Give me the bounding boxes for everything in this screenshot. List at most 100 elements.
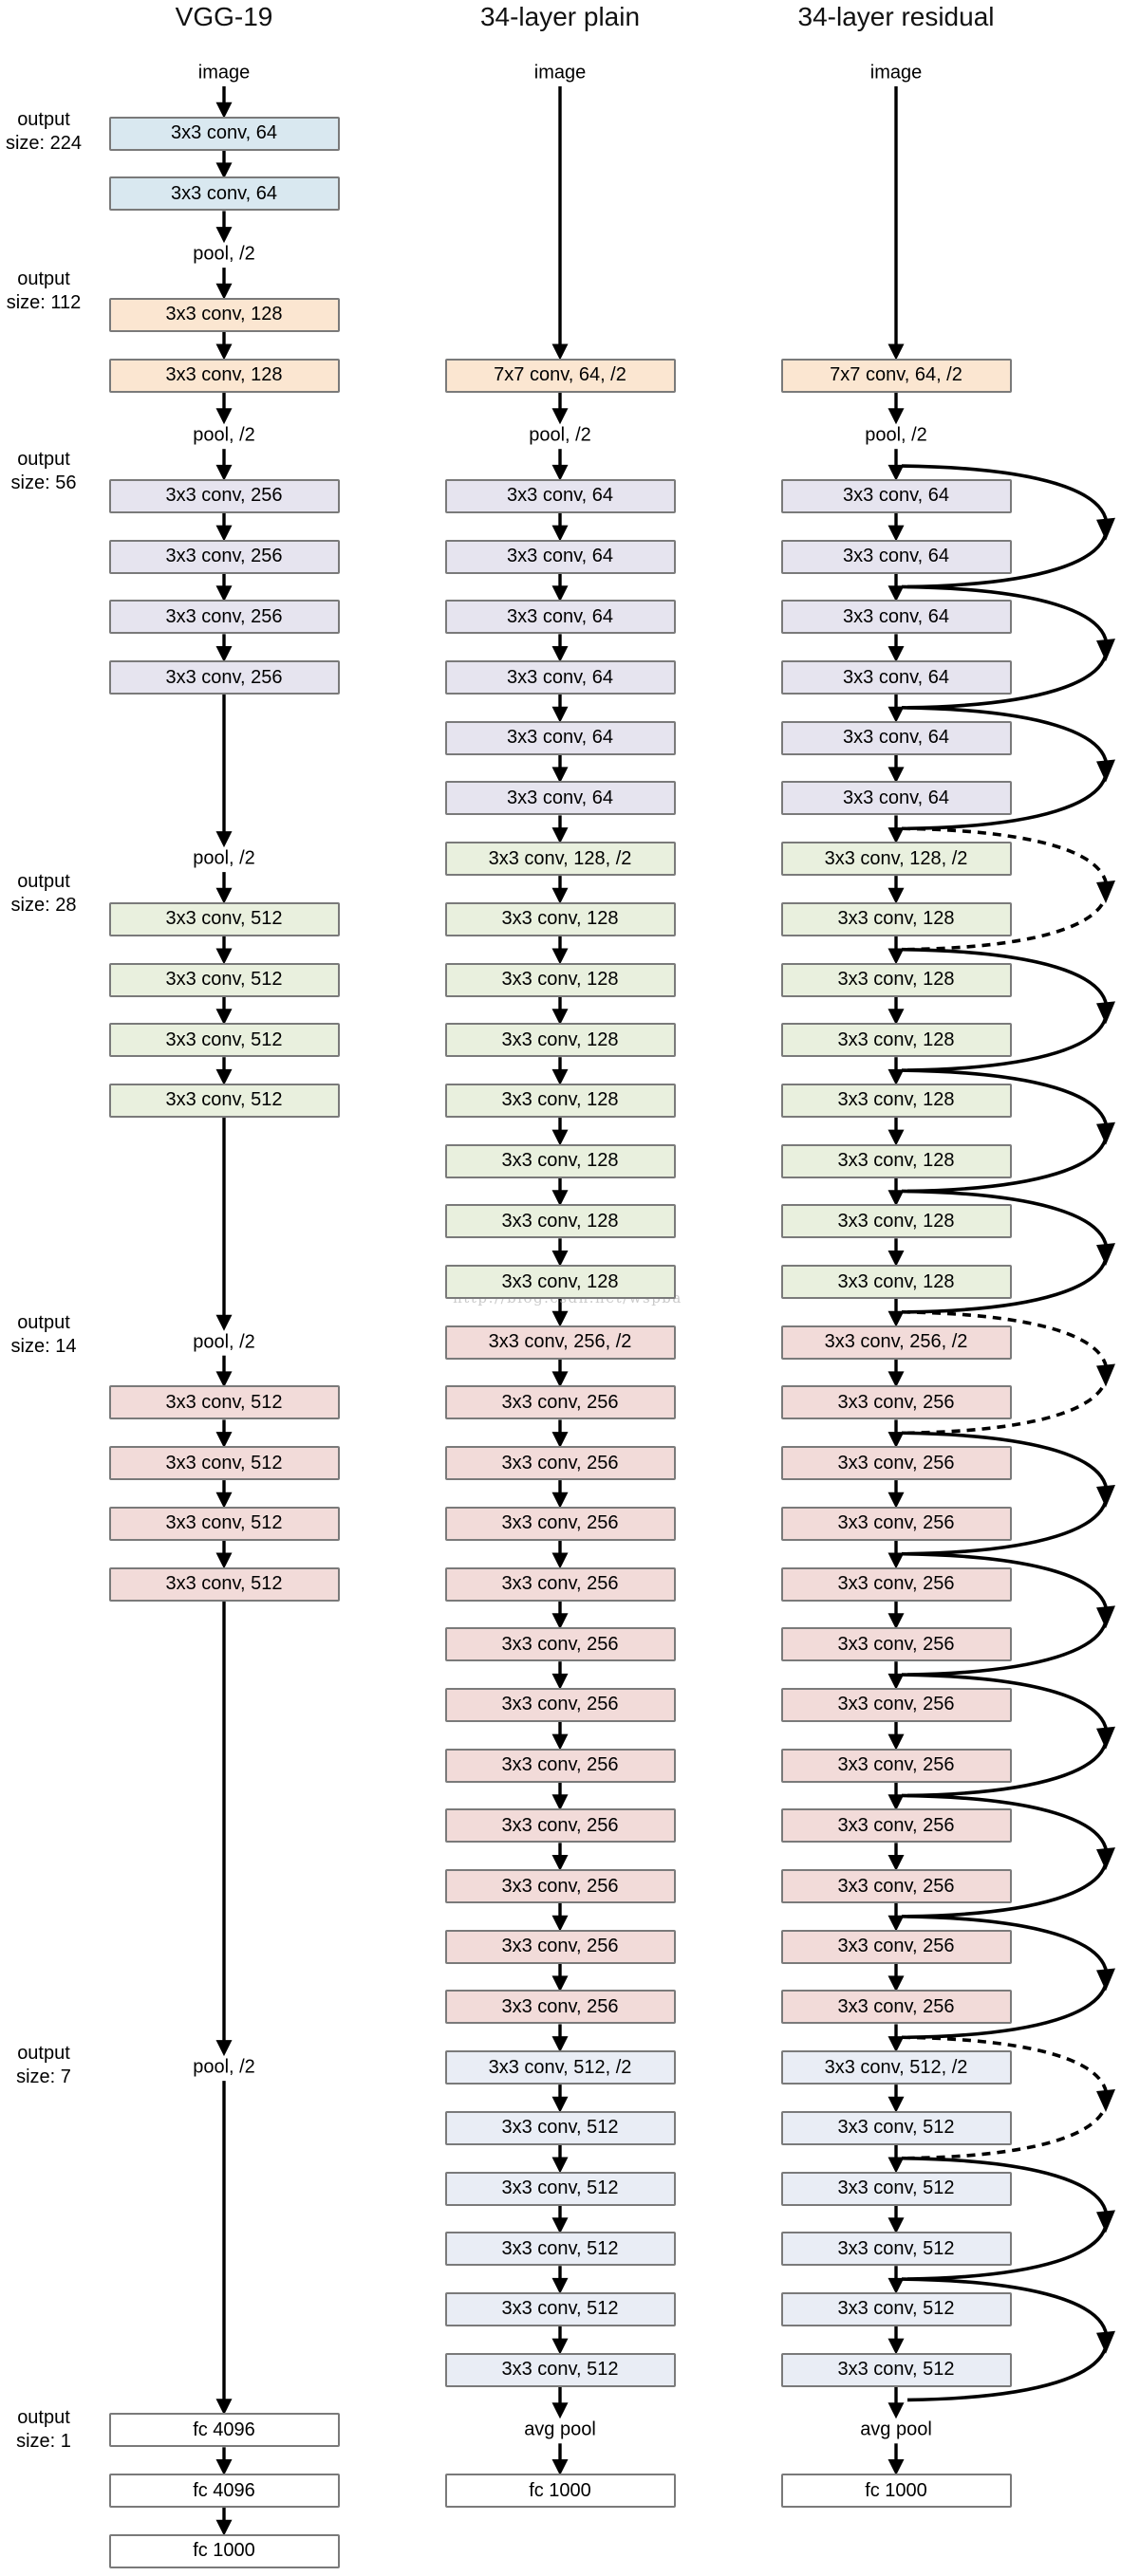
conv-layer-box: 3x3 conv, 512	[444, 2110, 676, 2145]
flow-arrowhead	[887, 2459, 905, 2475]
conv-layer-box: 3x3 conv, 128	[444, 1023, 676, 1058]
flow-arrowhead	[887, 1794, 905, 1811]
conv-layer-box: 3x3 conv, 512	[444, 2352, 676, 2387]
flow-arrowhead	[887, 1673, 905, 1690]
conv-layer-box: 3x3 conv, 256	[108, 660, 340, 695]
flow-arrowhead	[215, 2399, 233, 2416]
flow-arrowhead	[551, 2217, 569, 2234]
flow-arrowhead	[551, 408, 569, 425]
flow-arrowhead	[215, 646, 233, 662]
flow-arrowhead	[551, 1492, 569, 1509]
flow-arrowhead	[887, 948, 905, 965]
output-size-label: output size: 14	[10, 1312, 77, 1357]
flow-arrowhead	[551, 1432, 569, 1449]
fc-layer-box: fc 4096	[108, 2474, 340, 2508]
image-input-label: image	[197, 62, 251, 83]
conv-layer-box: 3x3 conv, 256	[444, 1627, 676, 1662]
flow-arrowhead	[551, 1613, 569, 1630]
flow-arrowhead	[887, 1371, 905, 1388]
flow-arrowhead	[887, 827, 905, 844]
flow-arrowhead	[551, 1371, 569, 1388]
conv-layer-box: 3x3 conv, 256	[780, 1869, 1012, 1903]
conv-layer-box: 3x3 conv, 128	[444, 1265, 676, 1299]
conv-layer-box: 3x3 conv, 128	[108, 358, 340, 393]
conv-layer-box: 3x3 conv, 256	[780, 1990, 1012, 2025]
flow-arrowhead	[551, 706, 569, 723]
output-size-label: output size: 7	[16, 2043, 71, 2087]
conv-layer-box: 3x3 conv, 512, /2	[780, 2050, 1012, 2085]
flow-arrowhead	[887, 767, 905, 784]
flow-arrowhead	[887, 2277, 905, 2294]
pool-label: pool, /2	[193, 1331, 255, 1353]
conv-layer-box: 3x3 conv, 512	[108, 1446, 340, 1481]
conv-layer-box: 3x3 conv, 64	[780, 781, 1012, 816]
pool-label: pool, /2	[529, 424, 591, 446]
conv-layer-box: 3x3 conv, 512	[108, 1385, 340, 1420]
flow-arrowhead	[887, 2217, 905, 2234]
flow-arrowhead	[551, 525, 569, 542]
flow-arrowhead	[887, 1251, 905, 1267]
flow-arrowhead	[551, 948, 569, 965]
conv-layer-box: 3x3 conv, 64	[444, 720, 676, 755]
flow-arrowhead	[551, 2459, 569, 2475]
pool-label: pool, /2	[193, 243, 255, 265]
conv-layer-box: 3x3 conv, 128	[444, 901, 676, 936]
conv-layer-box: 3x3 conv, 64	[108, 116, 340, 151]
flow-arrowhead	[215, 1314, 233, 1331]
conv-layer-box: 3x3 conv, 128	[444, 1204, 676, 1239]
flow-arrowhead	[215, 102, 233, 119]
skip-arc-arrowhead	[1096, 2088, 1115, 2112]
conv-layer-box: 3x3 conv, 256	[444, 1808, 676, 1844]
conv-layer-box: 3x3 conv, 64	[444, 660, 676, 695]
skip-arc-arrowhead	[1096, 517, 1115, 541]
conv-layer-box: 3x3 conv, 128	[108, 297, 340, 332]
output-size-label: output size: 1	[16, 2407, 71, 2452]
skip-arc-arrowhead	[1096, 1243, 1115, 1267]
conv-layer-box: 3x3 conv, 128	[780, 1204, 1012, 1239]
conv-layer-box: 3x3 conv, 512	[780, 2352, 1012, 2387]
flow-arrowhead	[551, 2402, 569, 2419]
flow-arrowhead	[887, 464, 905, 481]
skip-arc-arrowhead	[1096, 2330, 1115, 2354]
column-title-residual: 34-layer residual	[797, 2, 995, 31]
conv-layer-box: 3x3 conv, 64	[780, 660, 1012, 695]
conv-layer-box: 3x3 conv, 256	[444, 1869, 676, 1903]
flow-arrowhead	[887, 1310, 905, 1327]
output-size-label: output size: 28	[10, 871, 77, 916]
conv-layer-box: 3x3 conv, 128	[780, 1143, 1012, 1178]
skip-arc-arrowhead	[1096, 1121, 1115, 1145]
flow-arrowhead	[215, 1492, 233, 1509]
conv-layer-box: 3x3 conv, 128	[780, 1083, 1012, 1118]
conv-layer-box: 3x3 conv, 256	[444, 1566, 676, 1602]
conv-layer-box: 3x3 conv, 512	[780, 2291, 1012, 2326]
skip-arc-arrowhead	[1096, 1847, 1115, 1871]
flow-arrowhead	[215, 2519, 233, 2536]
conv-layer-box: 3x3 conv, 256	[780, 1687, 1012, 1722]
conv-layer-box: 3x3 conv, 256	[444, 1687, 676, 1722]
conv-layer-box: 3x3 conv, 256	[780, 1627, 1012, 1662]
skip-arc-arrowhead	[1096, 1605, 1115, 1629]
conv-layer-box: 3x3 conv, 512	[780, 2232, 1012, 2267]
flow-arrowhead	[215, 948, 233, 965]
flow-arrowhead	[551, 1915, 569, 1932]
conv-layer-box: 3x3 conv, 512	[108, 962, 340, 997]
image-input-label: image	[533, 62, 587, 83]
conv-layer-box: 3x3 conv, 128	[780, 1023, 1012, 1058]
conv-layer-box: 3x3 conv, 256, /2	[780, 1325, 1012, 1360]
conv-layer-box: 3x3 conv, 256	[108, 539, 340, 574]
pool-label: pool, /2	[865, 424, 927, 446]
flow-arrowhead	[551, 2338, 569, 2355]
flow-arrowhead	[551, 464, 569, 481]
flow-arrowhead	[887, 1129, 905, 1146]
flow-arrowhead	[887, 343, 905, 361]
output-size-label: output size: 56	[10, 449, 77, 493]
conv-layer-box: 3x3 conv, 64	[780, 600, 1012, 635]
flow-arrowhead	[551, 1129, 569, 1146]
conv-layer-box: 3x3 conv, 128	[780, 1265, 1012, 1299]
flow-arrowhead	[887, 2036, 905, 2053]
conv-layer-box: 3x3 conv, 64	[444, 539, 676, 574]
flow-arrowhead	[215, 831, 233, 848]
flow-arrowhead	[887, 1855, 905, 1871]
skip-connection-arc-dashed	[901, 826, 1109, 952]
flow-arrowhead	[215, 1552, 233, 1569]
